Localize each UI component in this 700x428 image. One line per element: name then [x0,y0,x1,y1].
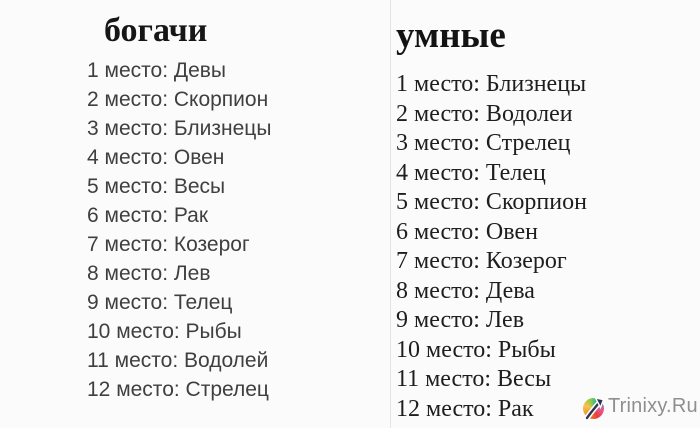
list-item: 7 место: Козерог [396,248,567,274]
list-item: 9 место: Лев [396,307,525,333]
rich-column-list: 1 место: Девы 2 место: Скорпион 3 место:… [87,56,377,404]
list-item: 8 место: Дева [396,277,535,304]
list-item: 11 место: Весы [396,366,552,392]
list-item: 2 место: Скорпион [87,88,269,111]
list-item: 5 место: Весы [87,175,226,198]
trinixy-rocket-icon [582,395,605,421]
rich-column-title: богачи [104,12,208,49]
list-item: 1 место: Девы [87,59,227,82]
list-item: 5 место: Скорпион [396,189,587,215]
list-item: 10 место: Рыбы [87,320,242,343]
list-item: 9 место: Телец [87,291,233,314]
list-item: 8 место: Лев [87,262,211,285]
list-item: 3 место: Близнецы [87,117,272,140]
list-item: 1 место: Близнецы [396,71,587,97]
watermark-text: Trinixy.Ru [608,395,698,417]
list-item: 4 место: Овен [87,146,225,169]
list-item: 10 место: Рыбы [396,336,556,363]
smart-column: умные 1 место: Близнецы 2 место: Водолеи… [396,0,686,424]
list-item: 11 место: Водолей [87,349,269,372]
list-item: 2 место: Водолеи [396,100,573,127]
list-item: 12 место: Стрелец [87,378,269,401]
list-item: 6 место: Овен [396,218,538,245]
list-item: 7 место: Козерог [87,233,250,256]
column-divider [390,0,391,428]
smart-column-title: умные [396,15,506,56]
list-item: 3 место: Стрелец [396,130,571,156]
list-item: 12 место: Рак [396,395,534,422]
rich-column: богачи 1 место: Девы 2 место: Скорпион 3… [87,0,377,404]
watermark: Trinixy.Ru [582,392,698,421]
list-item: 4 место: Телец [396,159,546,186]
smart-column-list: 1 место: Близнецы 2 место: Водолеи 3 мес… [396,70,686,424]
list-item: 6 место: Рак [87,204,209,227]
